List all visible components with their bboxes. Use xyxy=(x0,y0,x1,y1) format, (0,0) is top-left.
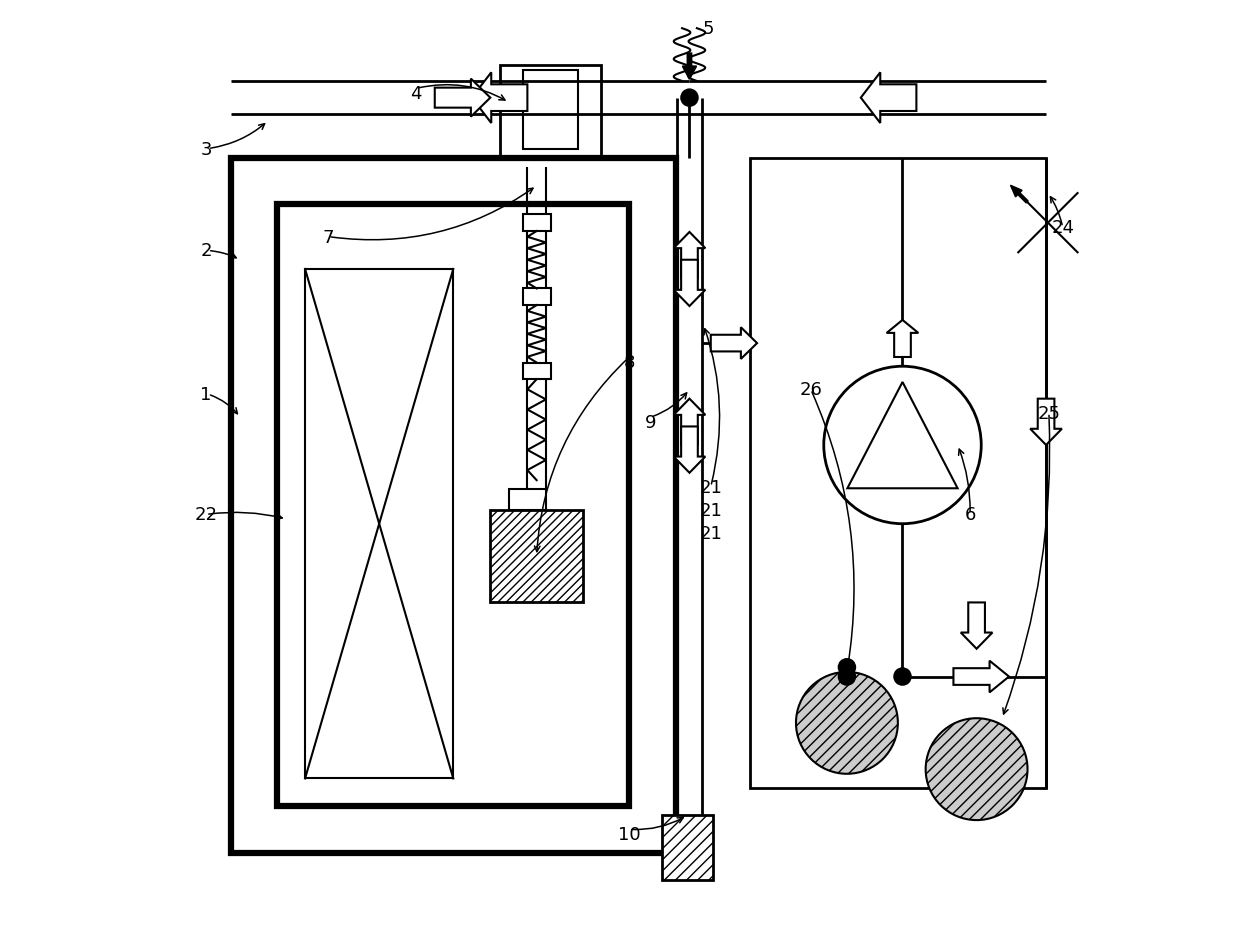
Circle shape xyxy=(925,718,1028,820)
Bar xyxy=(750,159,1047,788)
Text: 5: 5 xyxy=(702,20,714,38)
FancyArrow shape xyxy=(954,661,1009,692)
FancyArrow shape xyxy=(673,427,706,473)
Text: 22: 22 xyxy=(195,506,217,524)
Text: 21: 21 xyxy=(699,501,722,520)
Text: 4: 4 xyxy=(410,85,422,103)
FancyArrow shape xyxy=(887,320,919,357)
Circle shape xyxy=(838,658,856,677)
FancyArrow shape xyxy=(711,328,758,359)
FancyArrow shape xyxy=(682,54,697,80)
Bar xyxy=(231,159,676,853)
Text: 7: 7 xyxy=(322,228,334,246)
Text: 1: 1 xyxy=(201,386,212,404)
Text: 25: 25 xyxy=(1038,404,1060,422)
FancyArrow shape xyxy=(435,80,490,118)
Text: 8: 8 xyxy=(624,354,635,371)
Bar xyxy=(523,215,551,232)
Circle shape xyxy=(681,89,698,108)
Polygon shape xyxy=(847,382,957,489)
Text: 3: 3 xyxy=(200,140,212,159)
Bar xyxy=(523,290,551,306)
Text: 10: 10 xyxy=(618,825,641,843)
Text: 9: 9 xyxy=(645,413,656,432)
Text: 6: 6 xyxy=(965,506,976,524)
Circle shape xyxy=(796,672,898,774)
Bar xyxy=(508,490,546,510)
Bar xyxy=(490,510,583,603)
Text: 21: 21 xyxy=(699,524,722,542)
FancyArrow shape xyxy=(1011,186,1028,204)
Text: 24: 24 xyxy=(1052,219,1074,237)
Circle shape xyxy=(838,667,856,686)
FancyArrow shape xyxy=(673,233,706,279)
Bar xyxy=(278,205,629,806)
Bar xyxy=(523,71,578,149)
Text: 26: 26 xyxy=(800,381,822,399)
Text: 21: 21 xyxy=(699,478,722,496)
FancyArrow shape xyxy=(673,399,706,445)
FancyArrow shape xyxy=(673,261,706,307)
Text: 2: 2 xyxy=(200,242,212,260)
Bar xyxy=(662,816,713,881)
FancyArrow shape xyxy=(861,73,916,123)
FancyArrow shape xyxy=(471,73,527,123)
Bar xyxy=(500,66,601,159)
FancyArrow shape xyxy=(961,603,992,649)
FancyArrow shape xyxy=(1030,399,1061,445)
Bar xyxy=(305,270,454,779)
Circle shape xyxy=(893,667,911,686)
Bar xyxy=(523,363,551,380)
Circle shape xyxy=(823,367,981,524)
